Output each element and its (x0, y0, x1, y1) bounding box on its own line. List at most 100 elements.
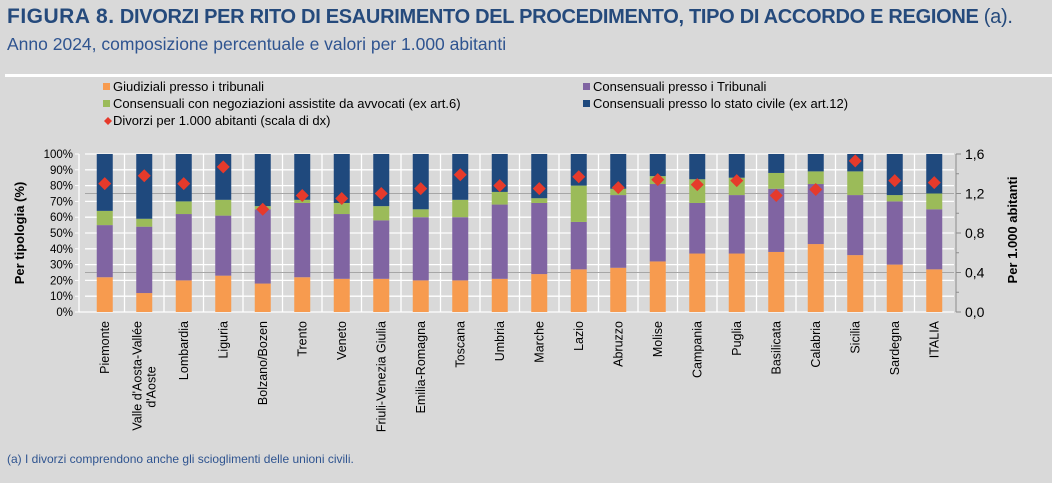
bar-segment (373, 220, 390, 279)
bar-segment (294, 202, 311, 278)
diamond-marker (256, 202, 270, 216)
x-tick-label: Sardegna (888, 321, 902, 375)
bar-segment (412, 209, 429, 218)
bar-segment (333, 202, 350, 215)
x-tick-label: Emilia-Romagna (414, 321, 428, 413)
bar-segment (333, 154, 350, 203)
bar-segment (610, 154, 627, 189)
bar-segment (847, 255, 864, 312)
bar-segment (333, 214, 350, 279)
bar-segment (886, 195, 903, 202)
bar-segment (847, 195, 864, 256)
bar-segment (136, 293, 153, 312)
bar-segment (531, 198, 548, 203)
diamond-marker (295, 188, 309, 202)
bar-group (807, 154, 824, 312)
y-tick-label: 80% (50, 181, 73, 193)
bar-segment (768, 188, 785, 252)
legend-swatch (583, 83, 590, 90)
bar-segment (294, 154, 311, 200)
bar-group (847, 154, 864, 312)
y-tick-label: 70% (50, 196, 73, 208)
diamond-marker (848, 154, 862, 168)
bar-segment (807, 244, 824, 312)
bar-segment (215, 215, 232, 276)
bar-segment (768, 172, 785, 189)
bar-segment (175, 201, 192, 215)
y2-tick-label: 0,8 (965, 225, 985, 241)
bar-segment (570, 221, 587, 270)
bar-group (610, 154, 627, 312)
x-tick-label: Bolzano/Bozen (256, 321, 270, 405)
y2-tick-label: 0,4 (965, 265, 985, 281)
legend-swatch (103, 100, 110, 107)
x-tick-label: Lazio (572, 321, 586, 351)
x-tick-label: Liguria (216, 321, 230, 359)
bar-group (491, 154, 508, 312)
bar-group (728, 154, 745, 312)
bar-segment (689, 154, 706, 180)
diamond-marker (335, 191, 349, 205)
diamond-marker (651, 173, 665, 187)
bar-group (531, 154, 548, 312)
bar-segment (452, 199, 469, 218)
y2-tick-label: 1,2 (965, 186, 985, 202)
bar-segment (491, 154, 508, 192)
bar-segment (175, 280, 192, 312)
legend-label: Consensuali presso i Tribunali (593, 79, 767, 94)
bar-group (254, 154, 271, 312)
diamond-marker (927, 176, 941, 190)
y2-tick-label: 1,6 (965, 146, 985, 162)
diamond-marker (177, 177, 191, 191)
y-tick-label: 100% (44, 149, 73, 161)
bar-segment (491, 278, 508, 312)
bar-group (768, 154, 785, 312)
bar-segment (254, 154, 271, 207)
bar-segment (531, 274, 548, 312)
bar-segment (96, 210, 113, 226)
bar-segment (649, 184, 666, 262)
bar-segment (412, 280, 429, 312)
diamond-marker (98, 177, 112, 191)
bar-segment (847, 171, 864, 196)
figure-title-main: DIVORZI PER RITO DI ESAURIMENTO DEL PROC… (119, 6, 979, 28)
y-axis-title: Per tipologia (%) (12, 182, 27, 285)
x-tick-label: Puglia (730, 321, 744, 356)
bar-group (136, 154, 153, 312)
bar-segment (491, 204, 508, 279)
legend-item: Consensuali con negoziazioni assistite d… (103, 96, 461, 111)
y-tick-label: 60% (50, 212, 73, 224)
x-tick-label: Abruzzo (611, 321, 625, 367)
diamond-marker (216, 160, 230, 174)
diamond-marker (611, 181, 625, 195)
legend-swatch (103, 83, 110, 90)
x-tick-label: Veneto (335, 321, 349, 360)
y2-axis-title: Per 1.000 abitanti (1005, 177, 1020, 284)
diamond-marker (374, 187, 388, 200)
y-tick-label: 40% (50, 244, 73, 256)
bar-segment (333, 278, 350, 312)
y-tick-label: 20% (50, 275, 73, 287)
legend-swatch (583, 100, 590, 107)
bar-segment (412, 217, 429, 281)
diamond-marker (414, 182, 428, 196)
bar-segment (491, 191, 508, 205)
bar-group (412, 154, 429, 312)
diamond-marker (769, 188, 783, 202)
bar-segment (886, 201, 903, 265)
diamond-marker (888, 174, 902, 188)
bar-group (689, 154, 706, 312)
y-tick-label: 0% (56, 307, 73, 319)
y-tick-label: 10% (50, 291, 73, 303)
bar-segment (689, 202, 706, 254)
x-tick-label: Basilicata (769, 321, 783, 375)
figure-subtitle: Anno 2024, composizione percentuale e va… (7, 34, 507, 54)
diamond-marker (690, 178, 704, 192)
y-tick-label: 30% (50, 260, 73, 272)
bar-segment (570, 269, 587, 312)
y2-tick-label: 0,0 (965, 304, 985, 320)
bar-segment (610, 267, 627, 312)
x-tick-label: Sicilia (848, 321, 862, 354)
bar-segment (926, 269, 943, 312)
